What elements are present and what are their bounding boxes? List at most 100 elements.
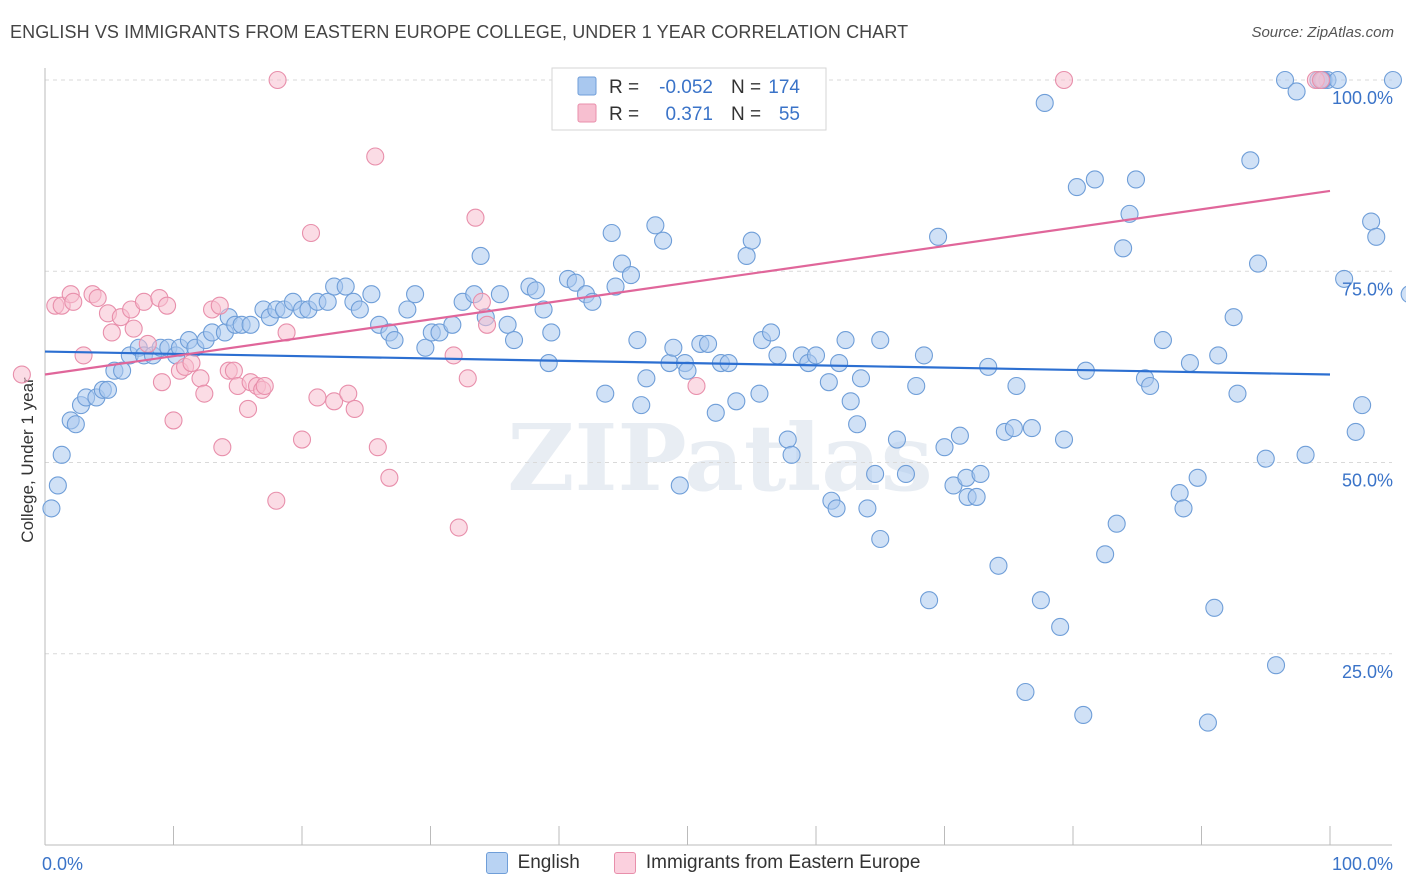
english-point bbox=[1031, 591, 1050, 610]
english-points bbox=[42, 70, 1406, 732]
immigrants-points bbox=[12, 70, 1331, 537]
immigrants-point bbox=[449, 518, 468, 537]
english-point bbox=[542, 323, 561, 342]
english-point bbox=[471, 246, 490, 265]
chart-title: ENGLISH VS IMMIGRANTS FROM EASTERN EUROP… bbox=[10, 22, 909, 42]
english-point bbox=[1035, 93, 1054, 112]
english-point bbox=[761, 323, 781, 342]
immigrants-point bbox=[292, 430, 312, 449]
english-point bbox=[836, 331, 855, 350]
english-point bbox=[1085, 170, 1104, 189]
immigrants-point bbox=[268, 70, 287, 90]
english-point bbox=[727, 392, 746, 411]
english-point bbox=[498, 315, 517, 334]
english-point bbox=[654, 231, 673, 250]
english-point bbox=[1022, 419, 1041, 438]
immigrants-point bbox=[224, 361, 243, 380]
english-point bbox=[526, 281, 545, 300]
legend-n-label: N = bbox=[731, 104, 761, 125]
english-trend-line bbox=[44, 350, 1331, 376]
english-point bbox=[1248, 254, 1268, 273]
english-point bbox=[1328, 70, 1347, 90]
english-point bbox=[920, 591, 939, 610]
english-point bbox=[52, 445, 71, 464]
english-point bbox=[48, 476, 67, 495]
immigrants-point bbox=[74, 346, 93, 365]
immigrants-point bbox=[458, 369, 477, 388]
english-point bbox=[1228, 384, 1247, 403]
english-point bbox=[1096, 545, 1115, 564]
english-point bbox=[742, 231, 761, 250]
immigrants-point bbox=[687, 376, 706, 396]
y-tick-label: 25.0% bbox=[1342, 662, 1393, 682]
immigrants-legend-swatch bbox=[577, 103, 597, 123]
immigrants-point bbox=[444, 346, 463, 365]
english-point bbox=[896, 464, 916, 484]
english-point bbox=[566, 273, 585, 292]
english-point bbox=[42, 499, 61, 518]
english-point bbox=[1256, 449, 1275, 468]
immigrants-trend-line bbox=[44, 189, 1331, 376]
tick-labels: 25.0% 50.0% 75.0% 100.0% 0.0% 100.0% bbox=[42, 88, 1393, 874]
english-point bbox=[362, 285, 381, 304]
english-point bbox=[750, 384, 769, 403]
english-swatch bbox=[485, 852, 508, 874]
immigrants-point bbox=[191, 369, 210, 388]
source-label: Source: ZipAtlas.com bbox=[1251, 24, 1394, 41]
english-point bbox=[989, 556, 1008, 575]
immigrants-point bbox=[466, 208, 485, 227]
legend-n-value: 174 bbox=[768, 77, 800, 98]
english-point bbox=[1335, 269, 1354, 288]
english-point bbox=[1180, 353, 1199, 373]
trend-lines bbox=[44, 189, 1331, 376]
english-point bbox=[1126, 170, 1146, 189]
immigrants-point bbox=[88, 288, 107, 308]
legend-r-label: R = bbox=[609, 104, 639, 125]
immigrants-point bbox=[267, 491, 286, 510]
english-point bbox=[1004, 419, 1023, 438]
immigrants-point bbox=[368, 438, 387, 457]
immigrants-point bbox=[195, 384, 214, 403]
english-point bbox=[385, 331, 404, 350]
english-point bbox=[806, 346, 826, 365]
y-tick-label: 75.0% bbox=[1342, 279, 1393, 299]
english-point bbox=[504, 331, 524, 350]
english-point bbox=[1383, 70, 1403, 90]
axes bbox=[44, 68, 1392, 846]
immigrants-swatch bbox=[613, 852, 636, 874]
english-point bbox=[678, 361, 697, 380]
english-point bbox=[778, 430, 797, 449]
english-point bbox=[113, 361, 132, 380]
bottom-legend-english[interactable]: English bbox=[485, 852, 580, 874]
x-tick-label: 100.0% bbox=[1332, 854, 1393, 874]
english-point bbox=[1170, 484, 1189, 503]
english-point bbox=[632, 396, 651, 415]
english-point bbox=[851, 369, 871, 388]
immigrants-point bbox=[308, 388, 327, 407]
immigrants-point bbox=[472, 292, 491, 311]
english-point bbox=[539, 353, 558, 373]
immigrants-point bbox=[158, 296, 177, 315]
immigrants-point bbox=[134, 292, 153, 311]
english-point bbox=[1067, 178, 1086, 197]
legend-n-label: N = bbox=[731, 77, 761, 98]
english-point bbox=[827, 499, 846, 518]
immigrants-point bbox=[238, 399, 258, 419]
english-point bbox=[443, 315, 462, 334]
y-tick-label: 100.0% bbox=[1332, 88, 1393, 108]
english-point bbox=[1266, 656, 1286, 675]
immigrants-point bbox=[102, 323, 121, 342]
english-point bbox=[1367, 227, 1386, 246]
x-tick-label: 0.0% bbox=[42, 854, 83, 874]
english-point bbox=[406, 285, 425, 304]
legend-r-value: 0.371 bbox=[665, 104, 713, 125]
y-tick-label: 50.0% bbox=[1342, 471, 1393, 491]
english-point bbox=[621, 266, 641, 285]
english-point bbox=[971, 464, 990, 484]
immigrants-point bbox=[182, 353, 201, 373]
immigrants-point bbox=[138, 334, 157, 353]
bottom-legend-immigrants[interactable]: Immigrants from Eastern Europe bbox=[613, 852, 920, 874]
immigrants-point bbox=[164, 411, 183, 430]
english-point bbox=[241, 315, 260, 334]
